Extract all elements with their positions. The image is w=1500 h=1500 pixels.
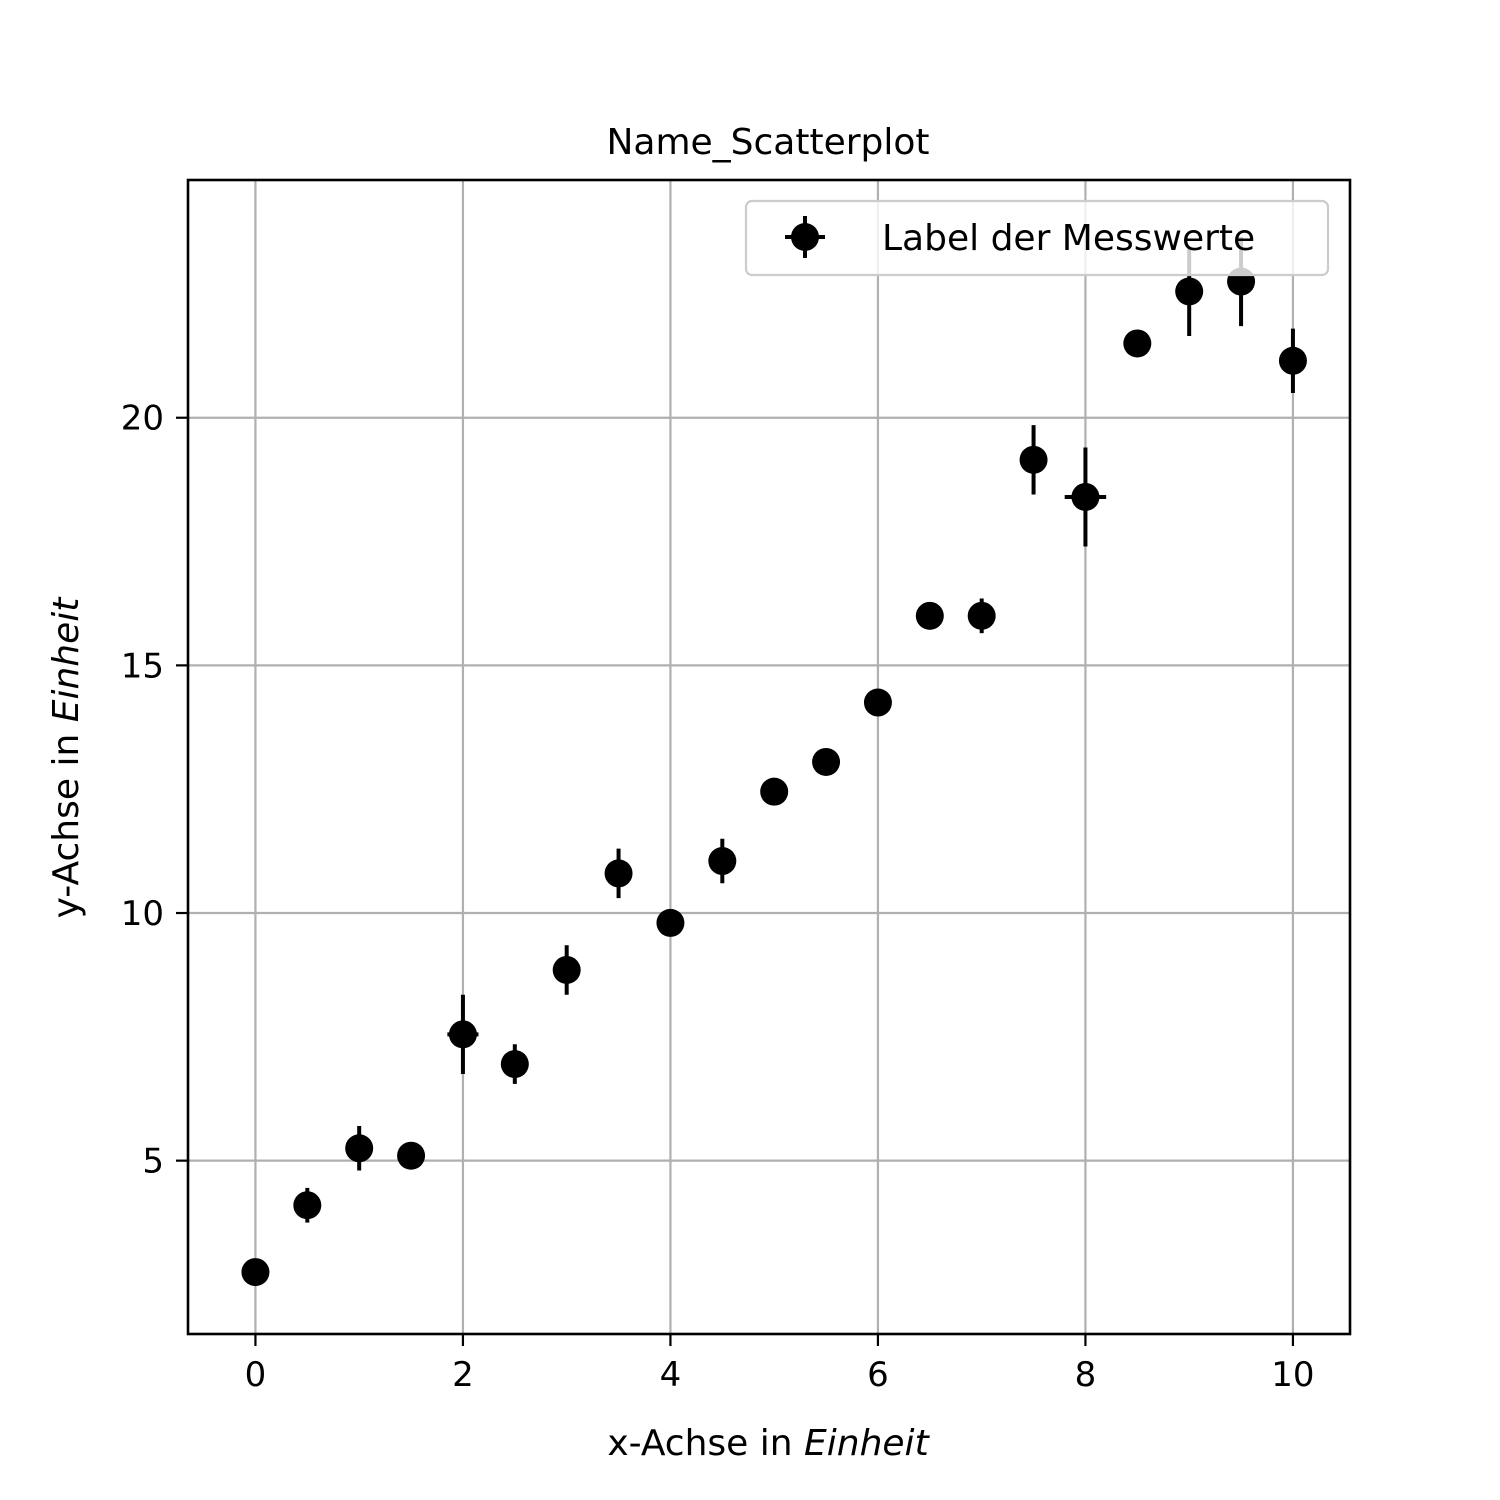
legend-box	[744, 199, 1330, 277]
data-points	[241, 236, 1307, 1287]
y-tick-label: 20	[121, 399, 164, 439]
x-tick-label: 2	[452, 1355, 474, 1395]
data-point-marker	[448, 1020, 477, 1049]
legend-marker-dot	[791, 223, 819, 251]
x-tick-label: 10	[1271, 1355, 1314, 1395]
y-tick-label: 15	[121, 646, 164, 686]
data-point	[760, 777, 789, 806]
data-point	[708, 838, 737, 884]
data-point-marker	[863, 688, 892, 717]
chart-title: Name_Scatterplot	[606, 122, 929, 163]
data-point-marker	[345, 1134, 374, 1163]
x-axis-label-unit: Einheit	[804, 1423, 931, 1464]
data-point-marker	[552, 955, 581, 984]
data-point	[863, 688, 892, 717]
tick-labels: 0 2 4 6 8 10 5 10 15 20	[121, 399, 1315, 1395]
data-point-marker	[397, 1141, 426, 1170]
data-point-marker	[293, 1191, 322, 1220]
data-point	[345, 1125, 374, 1171]
data-point	[1064, 447, 1107, 547]
data-point-marker	[1175, 277, 1204, 306]
legend: Label der Messwerte	[744, 199, 1330, 277]
legend-label: Label der Messwerte	[882, 218, 1255, 259]
data-point	[656, 908, 685, 937]
data-point-marker	[967, 601, 996, 630]
data-point-marker	[604, 859, 633, 888]
x-tick-label: 0	[245, 1355, 267, 1395]
data-point	[500, 1044, 529, 1084]
data-point	[967, 598, 996, 634]
data-point-marker	[708, 847, 737, 876]
y-axis-label: y-Achse in Einheit	[46, 596, 87, 919]
data-point-marker	[656, 908, 685, 937]
data-point	[1123, 329, 1152, 358]
data-point-marker	[1071, 482, 1100, 511]
data-point-marker	[1278, 346, 1307, 375]
data-point	[447, 994, 479, 1074]
data-point	[241, 1258, 270, 1287]
data-point	[293, 1187, 322, 1223]
y-axis-label-unit: Einheit	[46, 596, 87, 723]
data-point-marker	[1019, 445, 1048, 474]
x-tick-label: 4	[660, 1355, 682, 1395]
data-point-marker	[812, 747, 841, 776]
data-point	[915, 601, 944, 630]
x-axis-label-prefix: x-Achse in	[607, 1423, 804, 1464]
data-point-marker	[1123, 329, 1152, 358]
data-point-marker	[760, 777, 789, 806]
data-point-marker	[500, 1050, 529, 1079]
data-point	[812, 747, 841, 776]
y-tick-label: 5	[142, 1142, 164, 1182]
x-tick-label: 8	[1075, 1355, 1097, 1395]
grid-lines	[188, 180, 1350, 1334]
y-axis-label-prefix: y-Achse in	[46, 722, 87, 918]
data-point-marker	[241, 1258, 270, 1287]
x-tick-label: 6	[867, 1355, 889, 1395]
axis-ticks	[176, 416, 1295, 1346]
data-point	[552, 945, 581, 995]
y-tick-label: 10	[121, 894, 164, 934]
data-point	[397, 1141, 426, 1170]
data-point	[604, 848, 633, 899]
data-point	[1278, 328, 1307, 393]
plot-frame	[186, 178, 1352, 1336]
data-point-marker	[915, 601, 944, 630]
x-axis-label: x-Achse in Einheit	[607, 1423, 930, 1464]
data-point	[1019, 425, 1048, 495]
